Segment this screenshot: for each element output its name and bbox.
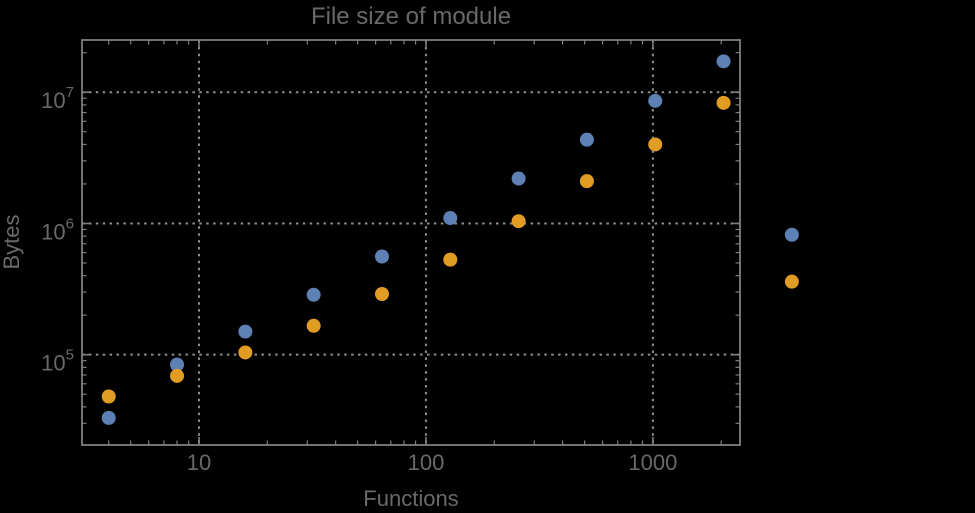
y-axis-label: Bytes	[0, 214, 24, 270]
data-point-series_1	[101, 410, 116, 425]
data-point-series_2	[101, 389, 116, 404]
x-axis-label: Functions	[363, 486, 459, 511]
data-point-series_1	[784, 227, 799, 242]
x-tick-label: 100	[408, 450, 445, 475]
data-point-series_1	[443, 211, 458, 226]
data-point-series_1	[716, 54, 731, 69]
x-tick-label: 10	[187, 450, 211, 475]
data-point-series_2	[170, 368, 185, 383]
data-point-series_2	[648, 137, 663, 152]
plot-frame	[81, 39, 741, 446]
y-tick-label: 105	[41, 347, 74, 376]
data-point-series_1	[579, 132, 594, 147]
x-tick-label: 1000	[628, 450, 677, 475]
data-point-series_1	[306, 287, 321, 302]
y-tick-label: 107	[41, 84, 74, 113]
y-tick-label: 106	[41, 215, 74, 244]
data-point-series_2	[716, 95, 731, 110]
data-point-series_2	[374, 287, 389, 302]
data-point-series_1	[648, 93, 663, 108]
data-point-series_2	[579, 174, 594, 189]
data-point-series_2	[443, 252, 458, 267]
chart-title: File size of module	[310, 3, 512, 30]
data-point-series_2	[306, 318, 321, 333]
data-point-series_2	[511, 214, 526, 229]
data-point-series_1	[170, 357, 185, 372]
data-point-series_1	[238, 324, 253, 339]
data-point-series_1	[374, 249, 389, 264]
data-point-series_1	[511, 171, 526, 186]
data-point-series_2	[784, 274, 799, 289]
data-point-series_2	[238, 345, 253, 360]
